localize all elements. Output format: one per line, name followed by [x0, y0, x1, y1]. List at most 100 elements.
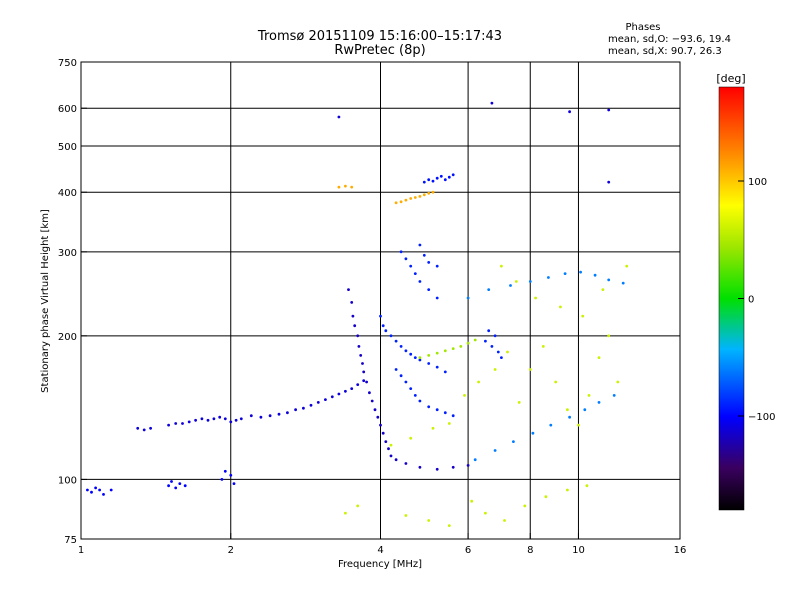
data-point	[309, 403, 313, 407]
data-point	[597, 356, 601, 359]
colorbar-tick-label: 0	[748, 295, 754, 306]
data-point	[394, 201, 398, 205]
data-point	[514, 280, 518, 283]
data-point	[223, 417, 227, 421]
data-point	[459, 345, 463, 348]
data-point	[541, 345, 545, 348]
data-point	[443, 411, 447, 415]
data-point	[487, 329, 491, 333]
data-point	[625, 264, 629, 268]
data-point	[490, 101, 494, 105]
data-point	[487, 288, 491, 291]
data-point	[98, 488, 101, 492]
data-point	[316, 401, 320, 404]
data-point	[379, 423, 382, 427]
data-point	[473, 458, 477, 462]
x-tick-label: 6	[465, 545, 471, 556]
data-point	[351, 314, 355, 318]
data-point	[206, 418, 210, 422]
x-tick-label: 16	[674, 545, 687, 556]
x-axis-label: Frequency [MHz]	[338, 559, 422, 570]
data-point	[86, 488, 89, 492]
chart-subtitle: RwPretec (8p)	[334, 43, 425, 58]
data-point	[249, 414, 253, 418]
data-point	[531, 431, 535, 435]
data-point	[607, 180, 611, 184]
data-points	[86, 101, 629, 527]
data-point	[612, 394, 616, 397]
data-point	[324, 398, 327, 401]
data-point	[294, 408, 297, 412]
data-point	[220, 478, 224, 481]
data-point	[183, 484, 187, 488]
data-point	[350, 387, 354, 390]
colorbar-label: [deg]	[716, 72, 745, 85]
data-point	[528, 280, 532, 283]
data-point	[466, 341, 470, 345]
data-point	[384, 329, 388, 333]
data-point	[212, 417, 216, 421]
data-point	[90, 490, 93, 494]
data-point	[566, 408, 569, 412]
data-point	[149, 426, 153, 430]
data-point	[500, 356, 503, 359]
x-tick-label: 8	[527, 545, 533, 556]
data-point	[581, 314, 585, 318]
data-point	[435, 176, 439, 180]
data-point	[368, 391, 371, 395]
data-point	[136, 426, 140, 430]
data-point	[484, 511, 487, 515]
data-point	[404, 380, 408, 384]
plot-area: 1 2 4 6 8 10 16 75 100 200 300 400 500 600 750	[58, 58, 686, 556]
colorbar-ticks: 100 0 −100	[738, 177, 775, 423]
data-point	[427, 178, 431, 182]
data-point	[376, 415, 380, 419]
data-point	[435, 296, 439, 300]
data-point	[259, 415, 263, 419]
data-point	[427, 519, 431, 522]
data-point	[549, 423, 553, 427]
data-point	[223, 469, 227, 473]
data-point	[601, 288, 605, 291]
data-point	[384, 440, 388, 443]
data-point	[404, 462, 408, 465]
data-point	[447, 524, 451, 527]
data-point	[170, 480, 173, 483]
data-point	[435, 351, 439, 355]
colorbar: [deg] 100 0 −100	[716, 72, 775, 511]
data-point	[422, 253, 426, 257]
data-point	[373, 408, 377, 412]
data-point	[439, 174, 443, 178]
data-point	[379, 314, 382, 318]
gridlines	[81, 62, 680, 539]
y-tick-label: 750	[58, 58, 77, 69]
data-point	[447, 175, 451, 179]
data-point	[268, 414, 272, 418]
data-point	[194, 418, 198, 422]
data-point	[337, 115, 341, 119]
data-point	[356, 383, 360, 386]
data-point	[607, 108, 611, 112]
data-point	[381, 431, 385, 435]
data-point	[389, 334, 393, 338]
data-point	[344, 184, 347, 188]
data-point	[422, 193, 426, 197]
data-point	[496, 350, 500, 354]
data-point	[409, 264, 413, 268]
x-tick-label: 10	[572, 545, 585, 556]
data-point	[413, 356, 417, 359]
data-point	[593, 273, 597, 277]
data-point	[493, 449, 497, 452]
data-point	[399, 200, 403, 204]
data-point	[344, 389, 347, 393]
data-point	[512, 440, 515, 443]
legend-heading: Phases	[625, 22, 660, 33]
data-point	[451, 173, 455, 177]
colorbar-tick-label: 100	[748, 177, 767, 188]
data-point	[470, 499, 474, 503]
data-point	[418, 465, 422, 469]
data-point	[350, 185, 354, 189]
data-point	[447, 422, 451, 425]
data-point	[616, 380, 620, 384]
